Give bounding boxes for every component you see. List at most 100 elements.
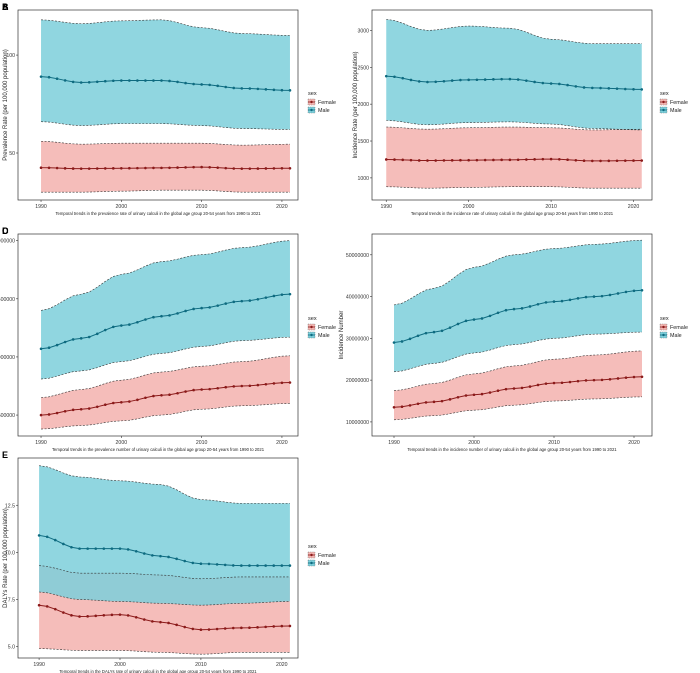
male-point [280, 293, 284, 296]
female-point [483, 158, 487, 162]
female-point [87, 167, 91, 170]
female-point [623, 159, 627, 162]
panel-B: B 1000 1500 2000 2500 3000 1990 2000 2010 2020 Tem… [2, 2, 688, 216]
male-point [118, 547, 122, 550]
x-tick-label: 2020 [628, 440, 640, 446]
male-point [574, 85, 578, 88]
female-upper-bound [41, 140, 290, 146]
female-ci-band [41, 141, 290, 193]
male-point [416, 334, 420, 338]
male-point [39, 347, 43, 351]
female-mean-line [41, 166, 290, 170]
male-point [432, 330, 436, 334]
legend-label-female: Female [670, 100, 688, 106]
female-point [467, 158, 470, 162]
male-point [464, 319, 468, 323]
female-point [272, 167, 276, 170]
male-point [47, 346, 51, 350]
male-point [615, 87, 619, 90]
x-tick-label: 2010 [545, 204, 557, 210]
female-point [456, 395, 460, 399]
female-point [208, 387, 211, 391]
male-point [508, 77, 512, 81]
male-point [640, 289, 644, 292]
female-point [120, 166, 123, 170]
male-point [582, 86, 586, 89]
male-point [95, 80, 99, 84]
female-point [192, 165, 195, 169]
female-point [128, 166, 131, 170]
female-point [632, 375, 636, 379]
female-point [264, 382, 268, 386]
panel-E: E 5.0 7.5 10.0 12.5 1990 2000 2010 2020 Temporal … [2, 450, 336, 673]
male-point [183, 559, 187, 563]
male-point [442, 79, 446, 83]
male-upper-bound [39, 465, 290, 504]
female-point [472, 393, 476, 397]
female-point [78, 615, 81, 618]
female-point [216, 166, 219, 169]
female-point [600, 378, 604, 382]
male-ci-band [39, 465, 290, 606]
female-point [448, 398, 452, 401]
female-point [640, 375, 644, 379]
panel-letter: B [2, 2, 9, 12]
male-point [426, 80, 429, 84]
x-axis-label: Temporal trends in the prevalence rate o… [55, 211, 261, 216]
female-point [536, 383, 540, 387]
male-upper-bound [386, 19, 642, 45]
panel-A: A 50 100 1990 2000 2010 2020 Temporal trends in… [2, 2, 336, 216]
female-point [288, 381, 292, 384]
male-point [37, 534, 41, 537]
female-point [560, 381, 564, 385]
female-point [288, 624, 292, 628]
female-point [183, 625, 187, 629]
male-point [231, 564, 235, 567]
male-point [408, 337, 412, 341]
male-point [144, 79, 147, 82]
male-point [409, 78, 413, 82]
female-point [207, 628, 211, 631]
female-point [152, 166, 155, 170]
male-point [87, 80, 91, 84]
female-point [426, 159, 429, 162]
female-point [128, 400, 131, 403]
male-point [280, 88, 284, 92]
panel-frame [371, 233, 653, 437]
male-point [102, 547, 106, 550]
female-point [475, 158, 479, 162]
female-point [134, 615, 138, 619]
male-point [45, 535, 49, 539]
male-point [142, 552, 146, 555]
female-point [248, 626, 251, 629]
y-axis-label: DALYs Rate (per 100,000 population) [3, 508, 9, 608]
male-point [63, 79, 67, 82]
x-tick-label: 2020 [276, 440, 288, 446]
female-point [176, 166, 179, 169]
panel-frame [371, 9, 653, 201]
male-point [200, 306, 203, 310]
female-mean-line [386, 158, 642, 162]
male-point [223, 563, 227, 567]
y-tick-label: 1500000 [0, 297, 15, 303]
panel-C: C 500000 1000000 1500000 2000000 1990 2000 2010… [0, 226, 336, 452]
female-point [480, 392, 484, 396]
male-lower-bound [39, 591, 290, 606]
male-point [440, 329, 444, 333]
female-point [151, 620, 154, 623]
female-point [37, 603, 41, 607]
female-ci-band [41, 355, 290, 430]
legend-title: sex [660, 91, 669, 97]
male-point [483, 78, 487, 81]
female-point [512, 387, 516, 390]
female-point [144, 396, 147, 400]
male-point [640, 88, 644, 91]
y-tick-label: 1500 [357, 139, 369, 145]
female-point [232, 167, 236, 170]
male-point [248, 299, 252, 302]
legend-title: sex [660, 316, 669, 322]
female-point [160, 166, 163, 170]
male-point [480, 317, 484, 320]
